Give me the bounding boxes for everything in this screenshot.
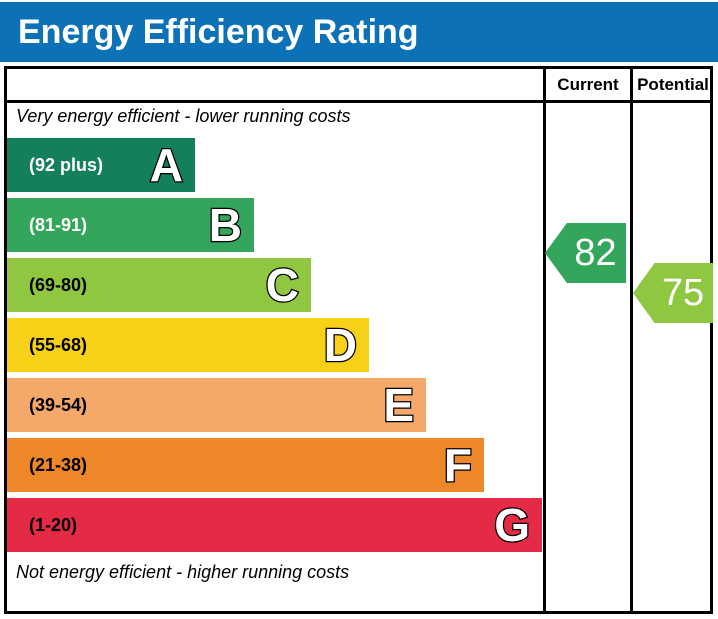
title-bar: Energy Efficiency Rating: [0, 2, 718, 62]
current-column-divider: [543, 66, 546, 614]
header-row-divider: [4, 100, 713, 103]
band-b-range: (81-91): [29, 214, 88, 235]
column-header-potential: Potential: [637, 74, 709, 94]
current-rating-value: 82: [574, 232, 617, 274]
band-c-letter: C: [265, 258, 301, 313]
band-e-letter: E: [382, 378, 415, 433]
band-g-letter: G: [493, 498, 531, 553]
page-title: Energy Efficiency Rating: [18, 12, 419, 51]
column-header-current: Current: [557, 74, 619, 94]
band-g-range: (1-20): [29, 514, 78, 535]
band-f: (21-38) F: [7, 438, 484, 492]
band-c: (69-80) C: [7, 258, 311, 312]
band-c-range: (69-80): [29, 274, 88, 295]
band-a-range: (92 plus): [29, 154, 104, 175]
potential-column-divider: [630, 66, 633, 614]
band-a-letter: A: [149, 138, 185, 193]
band-g: (1-20) G: [7, 498, 542, 552]
band-a: (92 plus) A: [7, 138, 195, 192]
band-f-letter: F: [443, 438, 474, 493]
potential-rating-value: 75: [661, 272, 705, 314]
band-d-range: (55-68): [29, 334, 88, 355]
band-b: (81-91) B: [7, 198, 254, 252]
band-b-letter: B: [208, 198, 244, 253]
band-e-range: (39-54): [29, 394, 88, 415]
band-d: (55-68) D: [7, 318, 369, 372]
bottom-note: Not energy efficient - higher running co…: [16, 562, 350, 582]
band-d-letter: D: [323, 318, 359, 373]
top-note: Very energy efficient - lower running co…: [16, 106, 351, 126]
band-f-range: (21-38): [29, 454, 88, 475]
band-e: (39-54) E: [7, 378, 426, 432]
